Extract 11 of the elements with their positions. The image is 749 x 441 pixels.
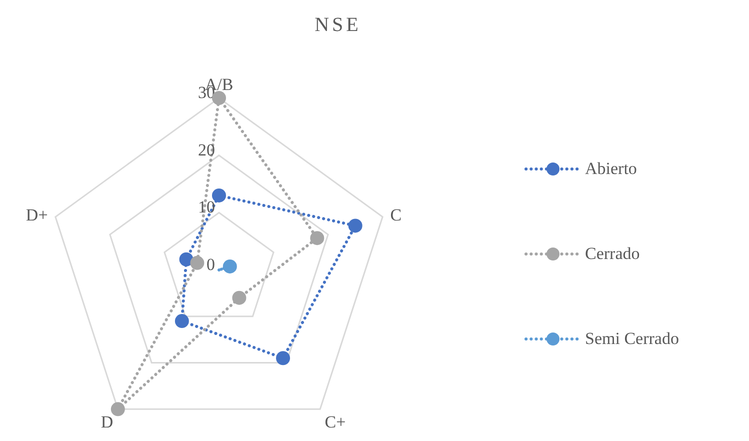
spoke-label: C+ — [324, 412, 346, 432]
chart-title: NSE — [314, 14, 362, 37]
spoke-label: D — [100, 412, 114, 432]
legend-label: Semi Cerrado — [585, 328, 679, 348]
spoke-label: D+ — [26, 205, 48, 224]
legend-label: Abierto — [585, 158, 637, 178]
y-tick-label: 20 — [198, 140, 215, 160]
y-tick-label: 0 — [206, 255, 215, 274]
spoke-label: C — [390, 205, 402, 224]
legend-label: Cerrado — [585, 244, 640, 264]
y-tick-label: 10 — [198, 198, 215, 217]
